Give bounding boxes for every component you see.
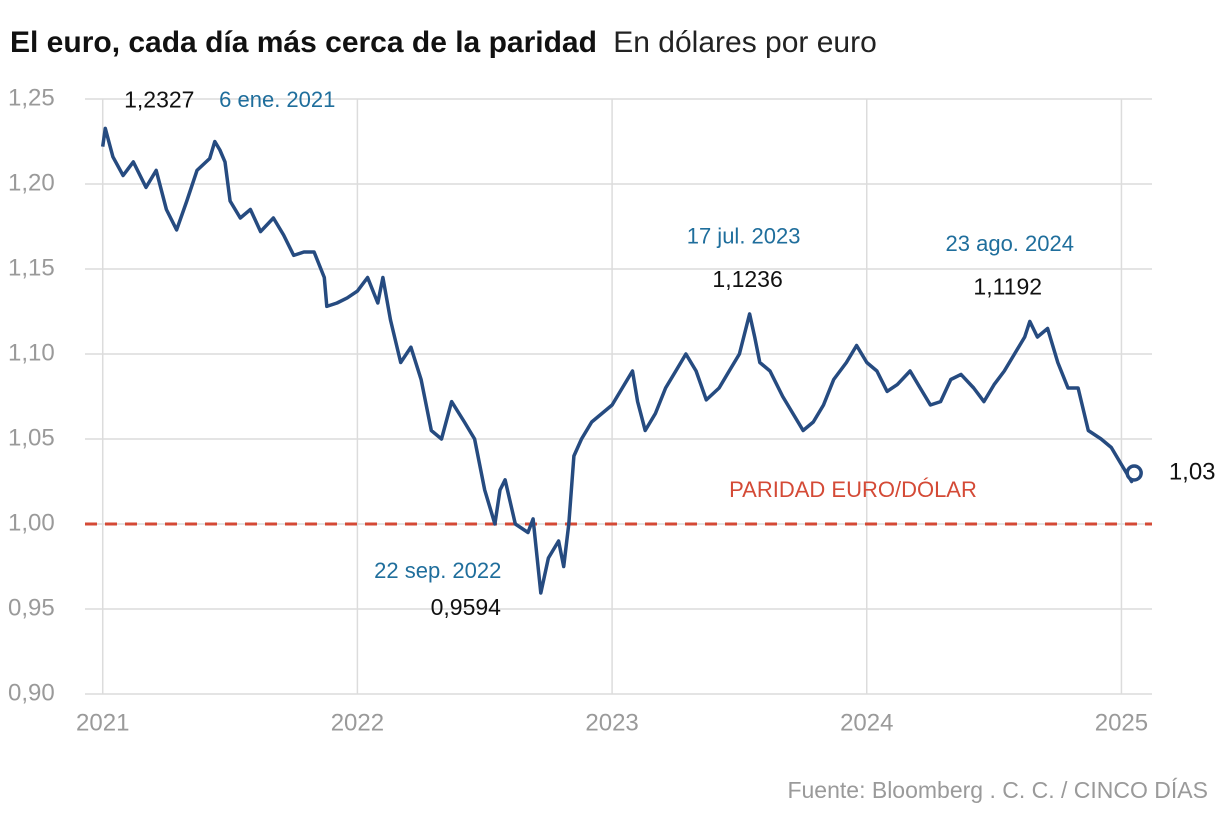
date-annotation: 6 ene. 2021 (219, 87, 335, 112)
date-annotation: 23 ago. 2024 (946, 231, 1074, 256)
value-annotation: 1,2327 (124, 86, 194, 112)
date-annotation: 17 jul. 2023 (687, 224, 801, 249)
reference-label: PARIDAD EURO/DÓLAR (729, 477, 977, 502)
y-tick-label: 1,20 (8, 169, 55, 196)
line (100, 126, 1136, 595)
value-annotation: 0,9594 (431, 594, 502, 620)
title-line: El euro, cada día más cerca de la parida… (10, 26, 877, 59)
y-tick-label: 1,25 (8, 84, 55, 111)
y-tick-label: 1,00 (8, 509, 55, 536)
x-tick-label: 2022 (331, 709, 384, 736)
y-tick-label: 1,10 (8, 339, 55, 366)
x-tick-label: 2025 (1095, 709, 1148, 736)
source: Fuente: Bloomberg . C. C. / CINCO DÍAS (787, 777, 1208, 803)
x-tick-label: 2021 (76, 709, 129, 736)
value-annotation: 1,1236 (712, 266, 782, 292)
y-tick-label: 1,15 (8, 254, 55, 281)
y-tick-label: 0,90 (8, 679, 55, 706)
x-tick-label: 2023 (585, 709, 638, 736)
date-annotation: 22 sep. 2022 (374, 558, 501, 583)
value-annotation: 1,03 (1169, 458, 1216, 485)
end-point (1125, 464, 1143, 482)
y-tick-label: 0,95 (8, 594, 55, 621)
value-annotation: 1,1192 (973, 273, 1042, 299)
y-tick-label: 1,05 (8, 424, 55, 451)
chart-subtitle: En dólares por euro (613, 26, 877, 59)
x-tick-label: 2024 (840, 709, 893, 736)
chart-title: El euro, cada día más cerca de la parida… (10, 26, 597, 59)
